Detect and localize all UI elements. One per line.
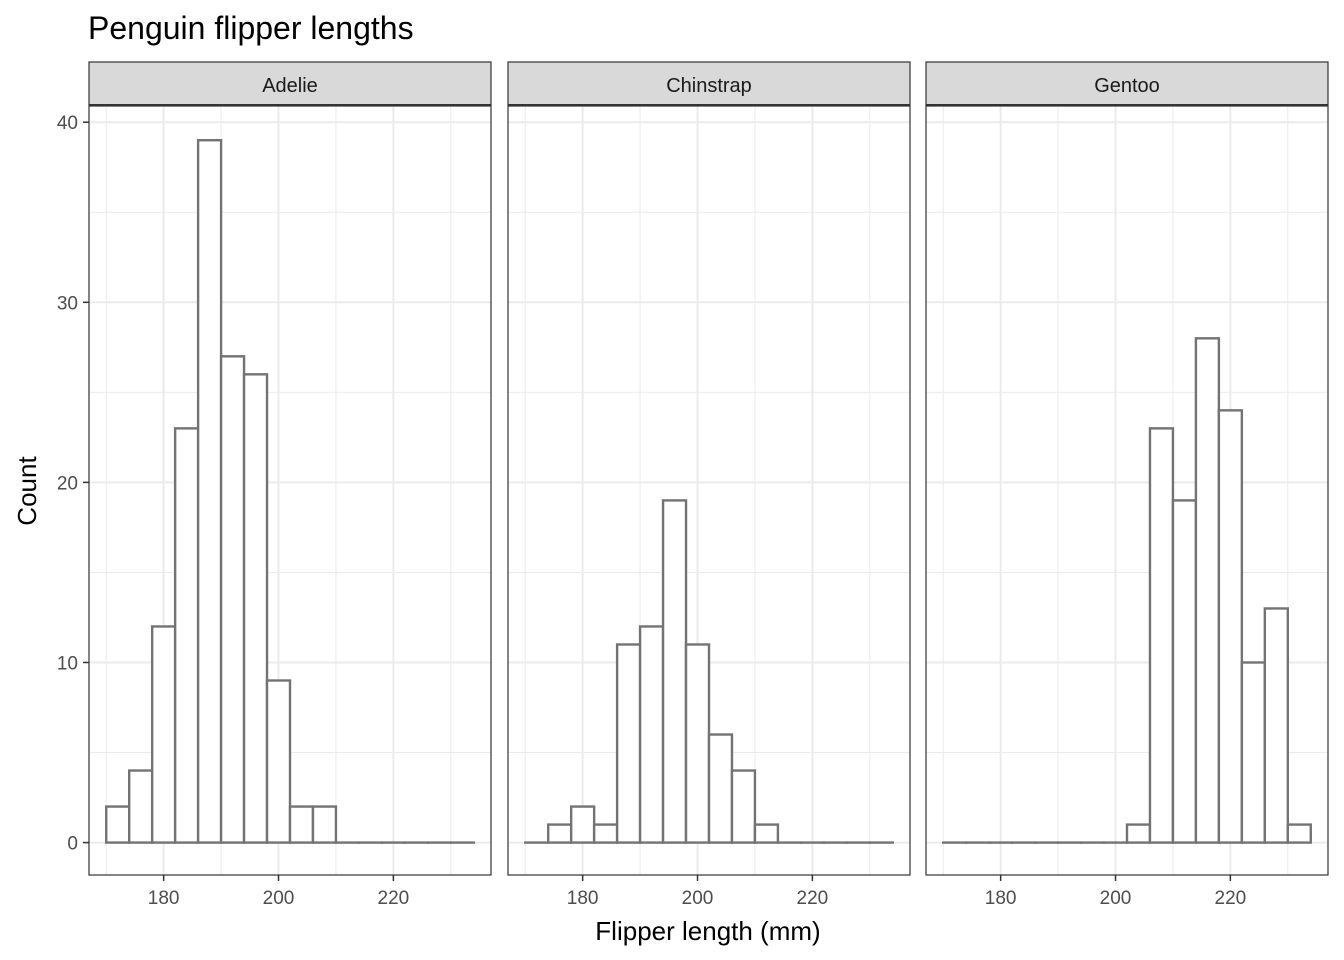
histogram-bar xyxy=(1194,337,1221,844)
histogram-bar xyxy=(730,769,757,844)
y-tick-label: 20 xyxy=(57,473,78,494)
histogram-bar xyxy=(592,823,619,844)
histogram-bar xyxy=(684,643,711,844)
histogram-bar xyxy=(1125,823,1152,844)
histogram-bar xyxy=(127,769,154,844)
x-tick-label: 200 xyxy=(682,888,714,909)
x-tick-label: 220 xyxy=(797,888,829,909)
histogram-bar xyxy=(1217,409,1244,844)
histogram-bar xyxy=(1148,427,1175,844)
x-tick-label: 200 xyxy=(263,888,295,909)
facet-panel-adelie: Adelie 180 200 220 0 10 20 30 40 xyxy=(57,61,492,909)
facet-panels: Adelie 180 200 220 0 10 20 30 40 Chinstrap 180 200 2… xyxy=(57,61,1329,909)
histogram-bar xyxy=(1240,661,1267,844)
facet-strip-label: Adelie xyxy=(262,75,318,97)
histogram-bar xyxy=(1286,823,1312,844)
x-tick-label: 220 xyxy=(378,888,410,909)
x-axis-title: Flipper length (mm) xyxy=(595,916,820,946)
histogram-bar xyxy=(1263,607,1290,844)
histogram-bar xyxy=(638,625,665,844)
histogram-bar xyxy=(311,805,338,844)
histogram-bar xyxy=(1171,499,1198,844)
facet-panel-chinstrap: Chinstrap 180 200 220 xyxy=(507,61,911,909)
y-tick-label: 30 xyxy=(57,293,78,314)
y-axis-title: Count xyxy=(12,456,42,526)
histogram-bar xyxy=(547,823,573,844)
facet-strip-label: Gentoo xyxy=(1094,75,1160,97)
facet-strip xyxy=(925,61,1329,106)
histogram-bar xyxy=(150,625,177,844)
histogram-bar xyxy=(615,643,642,844)
histogram-bar xyxy=(173,427,200,844)
histogram-bar xyxy=(196,139,223,844)
x-tick-label: 180 xyxy=(567,888,599,909)
y-tick-label: 0 xyxy=(67,834,78,855)
x-tick-label: 220 xyxy=(1215,888,1247,909)
x-tick-label: 180 xyxy=(148,888,180,909)
histogram-bar xyxy=(753,823,780,844)
histogram-bar xyxy=(288,805,315,844)
histogram-bar xyxy=(661,499,688,844)
y-tick-label: 10 xyxy=(57,653,78,674)
chart-title: Penguin flipper lengths xyxy=(88,10,414,46)
y-tick-label: 40 xyxy=(57,113,78,134)
histogram-bar xyxy=(569,805,596,844)
facet-strip-label: Chinstrap xyxy=(666,75,752,97)
histogram-bar xyxy=(219,355,246,844)
histogram-bar xyxy=(265,679,292,844)
facet-panel-gentoo: Gentoo 180 200 220 xyxy=(925,61,1329,909)
facet-strip xyxy=(507,61,911,106)
x-tick-label: 200 xyxy=(1100,888,1132,909)
histogram-bar xyxy=(707,733,734,844)
x-tick-label: 180 xyxy=(985,888,1017,909)
histogram-bar xyxy=(105,805,131,844)
histogram-bar xyxy=(242,373,269,844)
